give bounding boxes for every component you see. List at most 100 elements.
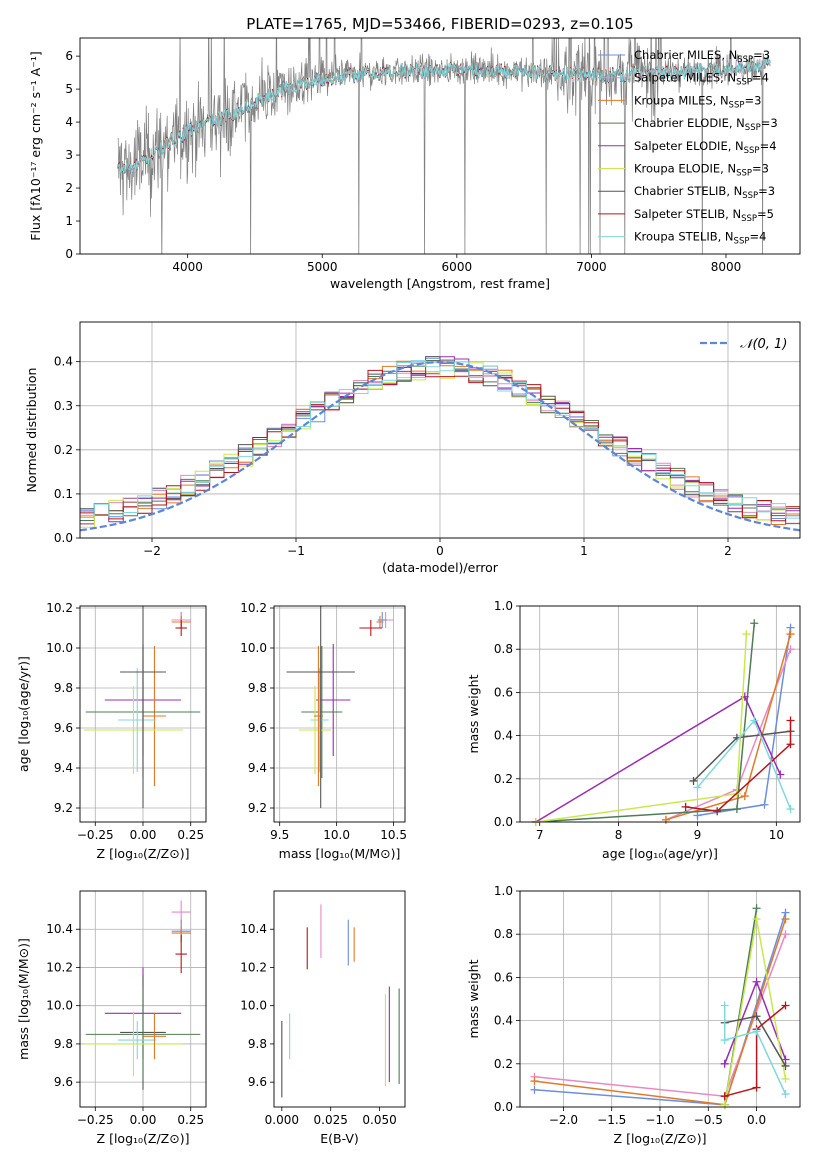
age_vs_mass-ytick-label: 10.2	[240, 601, 267, 615]
weight_vs_z-xtick-label: −1.0	[645, 1113, 674, 1127]
weight_vs_age-marker	[786, 716, 795, 725]
age_vs_mass-xlabel: mass [log₁₀(M/M⊙)]	[279, 846, 401, 861]
age_vs_z-errorbar	[143, 646, 166, 786]
weight_vs_z-marker	[781, 1061, 790, 1070]
mass_vs_z-xtick-label: 0.25	[177, 1113, 204, 1127]
spectrum-ytick-label: 3	[65, 148, 73, 162]
age_vs_mass-errorbar	[377, 612, 387, 628]
mass_vs_z-ytick-label: 10.0	[46, 999, 73, 1013]
spectrum-ytick-label: 0	[65, 247, 73, 261]
spectrum-xlabel: wavelength [Angstrom, rest frame]	[330, 276, 550, 291]
spectrum-ytick-label: 1	[65, 214, 73, 228]
spectrum-ylabel: Flux [fλ10⁻¹⁷ erg cm⁻² s⁻¹ A⁻¹]	[28, 51, 43, 240]
age_vs_mass-errorbar	[301, 646, 343, 778]
weight_vs_z-marker	[752, 904, 761, 913]
legend-label: Salpeter ELODIE, NSSP=4	[634, 139, 777, 156]
age_vs_mass-errorbar	[310, 668, 329, 772]
legend-label: Chabrier STELIB, NSSP=3	[634, 184, 775, 201]
spectrum-axes: 4000 5000 6000 7000 8000 0 1 2 3 4 5 6	[65, 49, 741, 274]
mass_vs_ebv-xlabel: E(B-V)	[320, 1131, 359, 1146]
weight_vs_age-series-line	[535, 623, 756, 822]
mass_vs_z-errorbar	[143, 1013, 166, 1060]
residuals-xtick-label: 1	[580, 544, 588, 558]
weight_vs_age-xtick-label: 10	[769, 828, 784, 842]
weight_vs_age-marker	[750, 619, 759, 628]
weight_vs_z-marker	[752, 977, 761, 986]
weight_vs_age-ytick-label: 1.0	[494, 599, 513, 613]
legend-label: Chabrier ELODIE, NSSP=3	[634, 116, 778, 133]
weight_vs_z-marker	[720, 1036, 729, 1045]
mass_vs_z-errorbar	[83, 1011, 184, 1077]
age_vs_z-frame	[79, 605, 207, 823]
age_vs_z-ylabel: age [log₁₀(age/yr)]	[16, 656, 31, 772]
residuals-ytick-label: 0.4	[54, 355, 73, 369]
age_vs_mass-xtick-label: 9.5	[270, 828, 289, 842]
age_vs_mass-errorbar	[359, 620, 383, 636]
spectrum-xtick-label: 4000	[172, 260, 203, 274]
residuals-xtick-label: −2	[143, 544, 161, 558]
age_vs_mass-axes: 9.5 10.0 10.5 9.2 9.4 9.6 9.8 10.0 10.2	[240, 601, 407, 842]
weight_vs_age-ylabel: mass weight	[466, 674, 481, 753]
age_vs_mass-ytick-label: 9.4	[248, 761, 267, 775]
weight_vs_z-ytick-label: 0.6	[494, 970, 513, 984]
age_vs_mass-ytick-label: 10.0	[240, 641, 267, 655]
mass_vs_z-ytick-label: 9.6	[54, 1075, 73, 1089]
weight_vs_age-ytick-label: 0.0	[494, 815, 513, 829]
spectrum-model-line	[117, 56, 771, 175]
weight_vs_z-ytick-label: 1.0	[494, 884, 513, 898]
age_vs_z-errorbar	[120, 606, 166, 808]
mass_vs_ebv-axes: 0.000 0.025 0.050 9.6 9.8 10.0 10.2 10.4	[240, 922, 396, 1127]
weight_vs_age-marker	[760, 800, 769, 809]
age_vs_mass-xtick-label: 10.5	[380, 828, 407, 842]
mass_vs_z-errorbar	[175, 934, 187, 974]
weight_vs_z-marker	[720, 1001, 729, 1010]
spectrum-ytick-label: 6	[65, 49, 73, 63]
weight_vs_z-marker	[720, 1092, 729, 1101]
spectrum-xtick-label: 5000	[307, 260, 338, 274]
weight_vs_age-marker	[740, 792, 749, 801]
age_vs_mass-errorbar	[299, 686, 331, 774]
weight_vs_age-ytick-label: 0.4	[494, 729, 513, 743]
age_vs_z-ytick-label: 9.2	[54, 801, 73, 815]
age_vs_z-errorbar	[118, 668, 157, 772]
weight_vs_z-series-line	[724, 1004, 786, 1097]
mass_vs_z-ylabel: mass [log₁₀(M/M⊙)]	[16, 938, 31, 1060]
weight_vs_z-ylabel: mass weight	[466, 959, 481, 1038]
weight_vs_age-marker	[661, 815, 670, 824]
mass_vs_ebv-ytick-label: 9.8	[248, 1037, 267, 1051]
age_vs_z-errorbar	[175, 620, 187, 636]
weight_vs_age-xlabel: age [log₁₀(age/yr)]	[602, 846, 718, 861]
spectrum-frame	[79, 37, 801, 255]
legend-label: Salpeter STELIB, NSSP=5	[634, 207, 774, 224]
mass_vs_z-xlabel: Z [log₁₀(Z/Z⊙)]	[97, 1131, 190, 1146]
age_vs_z-ytick-label: 10.0	[46, 641, 73, 655]
weight_vs_age-ytick-label: 0.2	[494, 772, 513, 786]
weight_vs_age-marker	[786, 740, 795, 749]
weight_vs_z-marker	[781, 1090, 790, 1099]
weight_vs_age-xtick-label: 9	[694, 828, 702, 842]
weight_vs_z-xlabel: Z [log₁₀(Z/Z⊙)]	[614, 1131, 707, 1146]
residual-histogram	[80, 356, 800, 517]
residuals-ytick-label: 0.0	[54, 531, 73, 545]
residuals-frame	[79, 321, 801, 539]
residual-histogram	[80, 361, 800, 528]
legend-label: Kroupa STELIB, NSSP=4	[634, 230, 766, 247]
weight_vs_z-marker	[781, 930, 790, 939]
mass_vs_z-ytick-label: 9.8	[54, 1037, 73, 1051]
legend-label: Salpeter MILES, NSSP=4	[634, 71, 769, 88]
legend-label: 𝒩(0, 1)	[740, 337, 787, 352]
mass_vs_ebv-xtick-label: 0.025	[314, 1113, 348, 1127]
weight_vs_age-marker	[742, 630, 751, 639]
weight_vs_z-marker	[752, 915, 761, 924]
age_vs_mass-xtick-label: 10.0	[323, 828, 350, 842]
weight_vs_age-series-line	[535, 695, 781, 822]
mass_vs_ebv-ytick-label: 10.4	[240, 922, 267, 936]
weight_vs_z-frame	[519, 890, 801, 1108]
spectrum-xtick-label: 6000	[442, 260, 473, 274]
weight_vs_age-marker	[689, 776, 698, 785]
mass_vs_z-errorbar	[118, 1020, 157, 1060]
residuals-ytick-label: 0.1	[54, 487, 73, 501]
weight_vs_z-marker	[530, 1077, 539, 1086]
weight_vs_z-series-line	[723, 1005, 787, 1095]
